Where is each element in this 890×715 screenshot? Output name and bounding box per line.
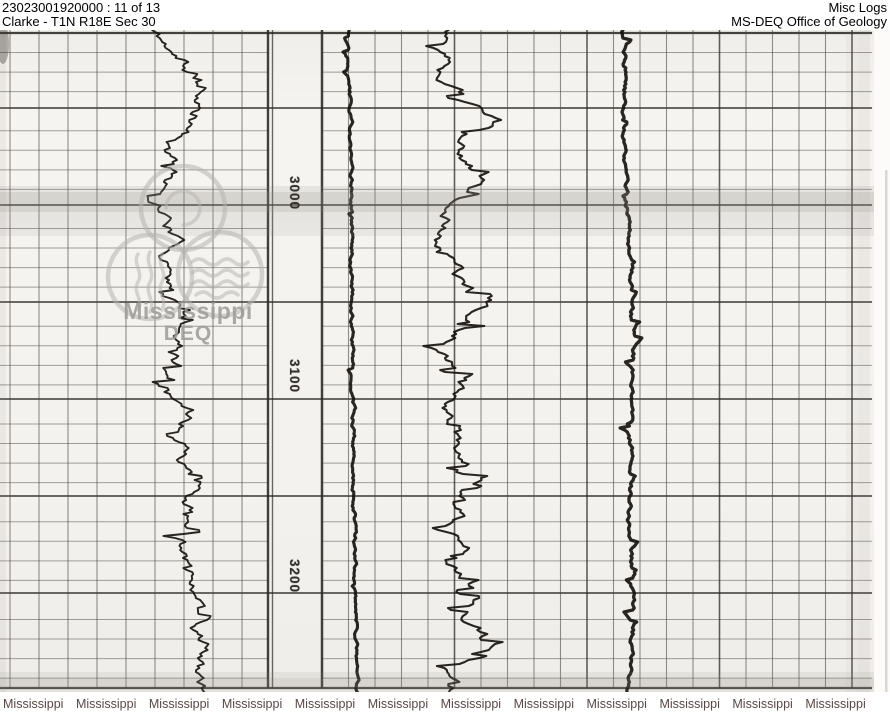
curve-track2-deep xyxy=(618,30,644,692)
curve-track2-dark xyxy=(341,30,361,692)
footer-watermark-word: Mississippi xyxy=(805,697,866,711)
depth-label-3200: 3200 xyxy=(287,559,302,594)
footer-watermark-word: Mississippi xyxy=(732,697,793,711)
depth-label-3000: 3000 xyxy=(287,176,302,211)
header-right: Misc Logs MS-DEQ Office of Geology xyxy=(731,1,887,29)
footer-watermark-word: Mississippi xyxy=(148,697,210,711)
footer-watermark-word: Mississippi xyxy=(75,697,137,711)
curve-track2-wiggly xyxy=(422,30,504,692)
header-bar: 23023001920000 : 11 of 13 Clarke - T1N R… xyxy=(0,0,890,30)
footer-watermark-word: Mississippi xyxy=(367,697,429,711)
footer-watermark-word: Mississippi xyxy=(513,697,574,711)
log-curves xyxy=(146,30,644,692)
footer-watermark-word: Mississippi xyxy=(440,697,502,711)
header-left: 23023001920000 : 11 of 13 Clarke - T1N R… xyxy=(2,1,160,29)
footer-watermark-word: Mississippi xyxy=(659,697,720,711)
grid-lines xyxy=(0,30,872,690)
log-category: Misc Logs xyxy=(828,0,887,15)
depth-label-3100: 3100 xyxy=(287,359,302,394)
curve-left-track xyxy=(146,30,212,692)
document-location: Clarke - T1N R18E Sec 30 xyxy=(2,14,156,29)
well-log-scan: 3000 3100 3200 Miss xyxy=(0,30,890,692)
well-log-image xyxy=(0,30,890,692)
footer-watermark-row: Mississippi Mississippi Mississippi Mississ… xyxy=(0,692,890,715)
footer-watermark-word: Mississippi xyxy=(294,697,356,711)
footer-watermark-word: Mississippi xyxy=(586,697,647,711)
office-name: MS-DEQ Office of Geology xyxy=(731,14,887,29)
footer-watermark-word: Mississippi xyxy=(3,697,64,711)
footer-watermark-word: Mississippi xyxy=(221,697,283,711)
document-id: 23023001920000 : 11 of 13 xyxy=(2,0,161,15)
